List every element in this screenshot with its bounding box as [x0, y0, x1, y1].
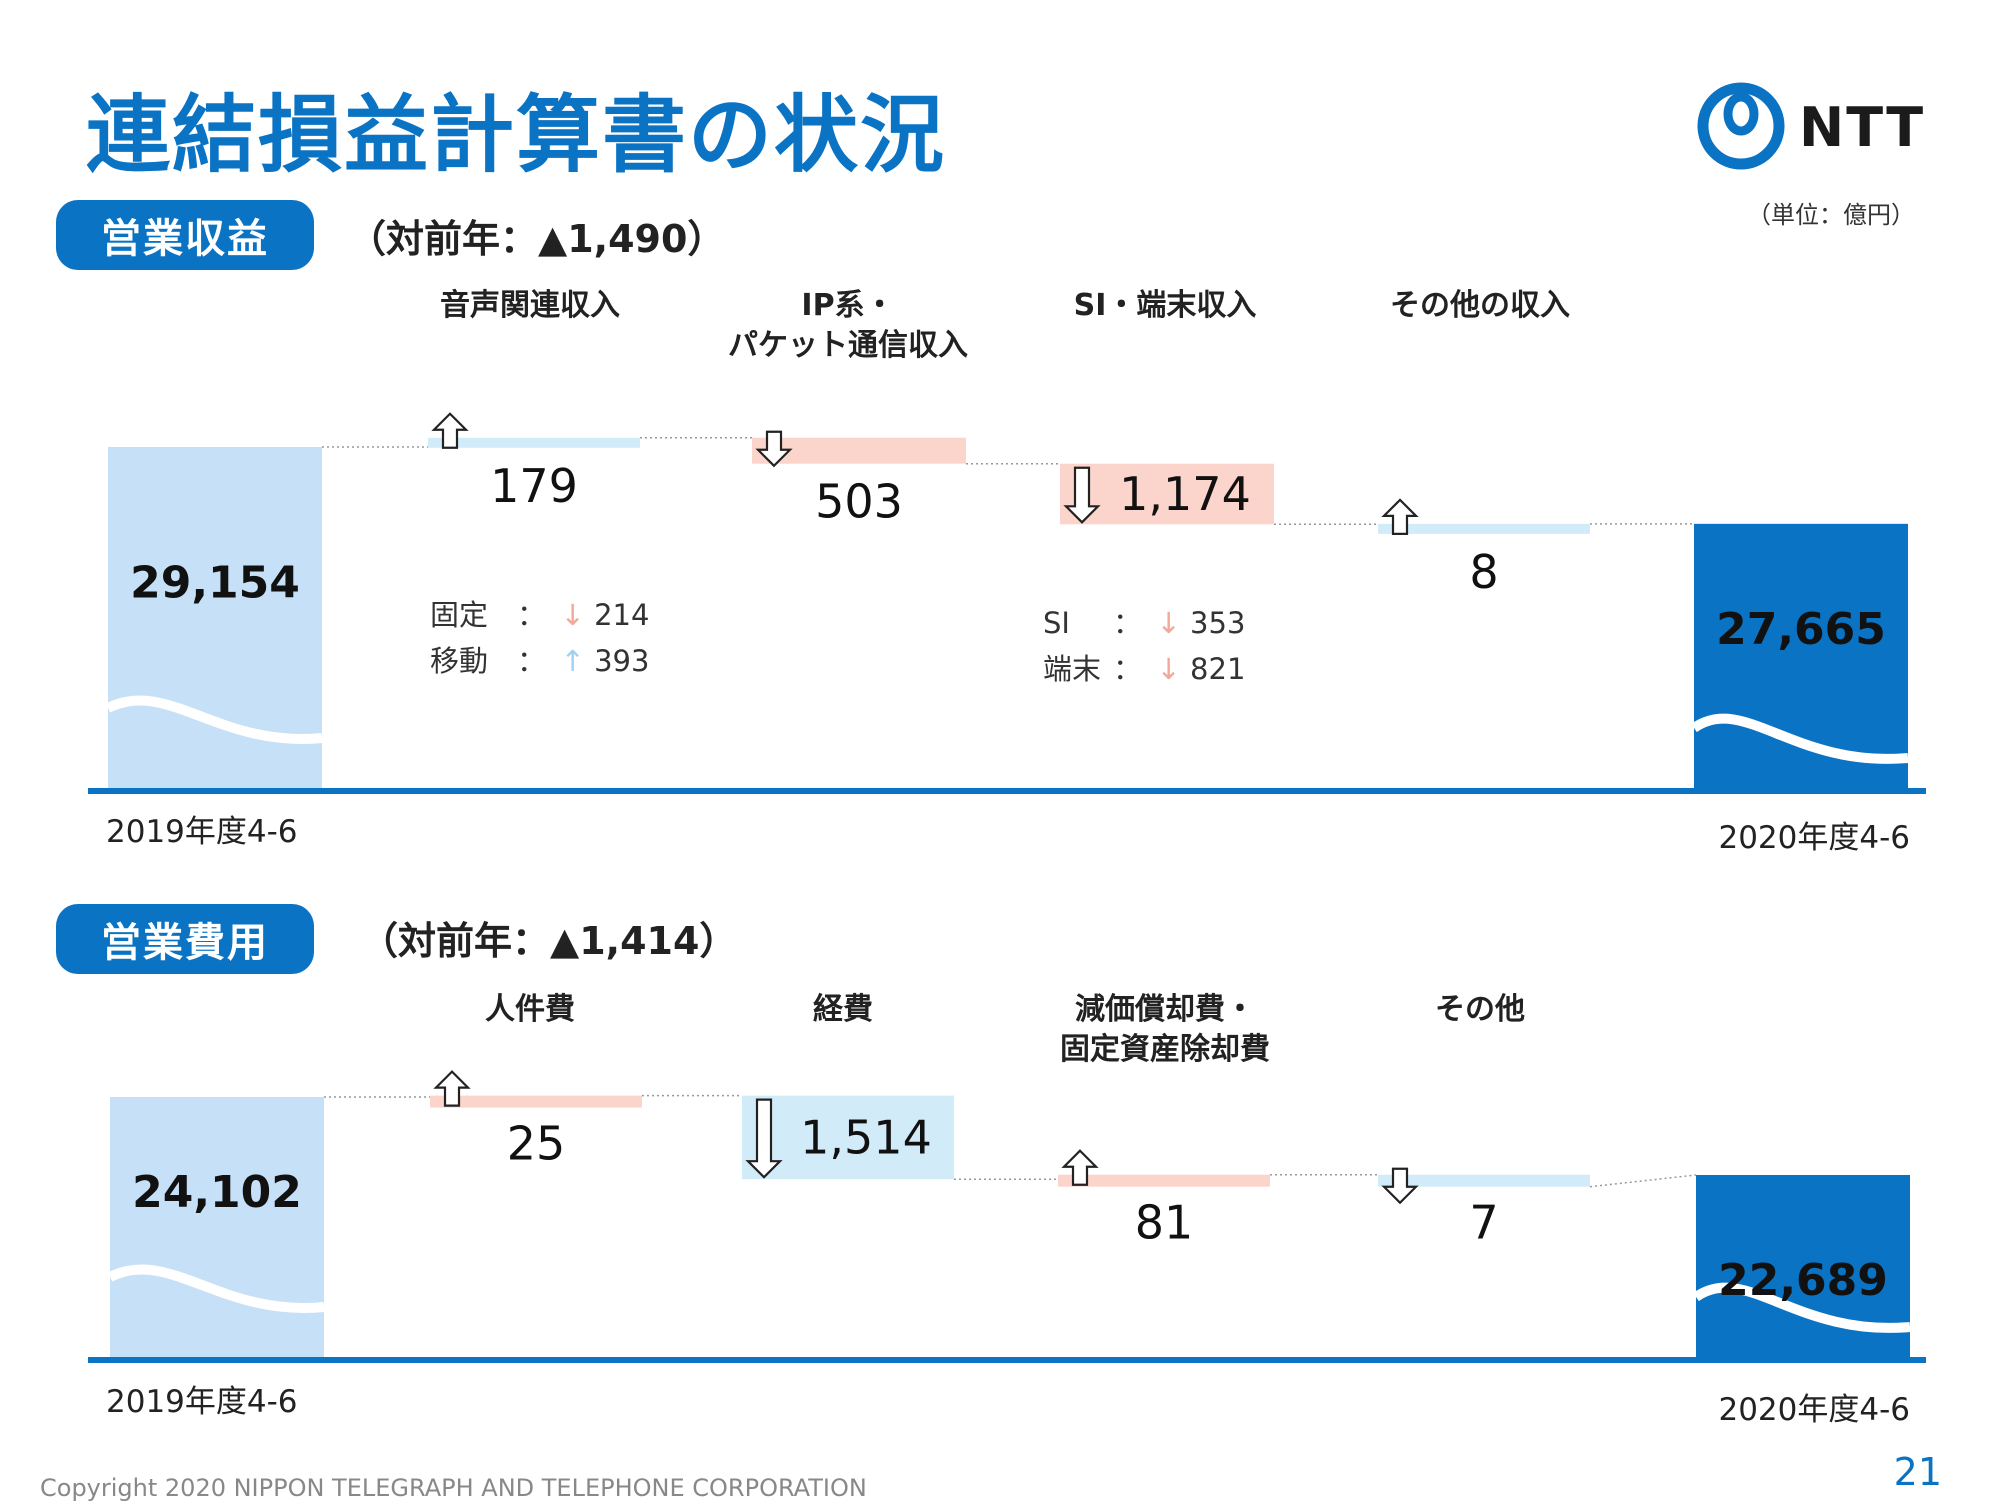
expenses-start-caption: 2019年度4-6	[106, 1376, 298, 1421]
change-bar-label: 81	[1135, 1196, 1194, 1250]
page-number: 21	[1894, 1450, 1942, 1494]
end-bar-label: 22,689	[1718, 1255, 1888, 1306]
expenses-end-caption: 2020年度4-6	[1718, 1384, 1910, 1429]
baseline-axis	[88, 1357, 1926, 1363]
copyright-footer: Copyright 2020 NIPPON TELEGRAPH AND TELE…	[40, 1474, 867, 1502]
start-bar	[110, 1097, 324, 1357]
start-bar-label: 24,102	[132, 1167, 302, 1218]
change-bar	[430, 1096, 642, 1108]
change-bar	[1378, 1175, 1590, 1187]
down-arrow-icon	[1384, 1169, 1416, 1203]
change-bar	[1058, 1175, 1270, 1187]
change-bar-label: 25	[507, 1117, 566, 1171]
connector-line	[1590, 1175, 1696, 1187]
change-bar-label: 1,514	[800, 1110, 932, 1164]
change-bar-label: 7	[1469, 1196, 1498, 1250]
